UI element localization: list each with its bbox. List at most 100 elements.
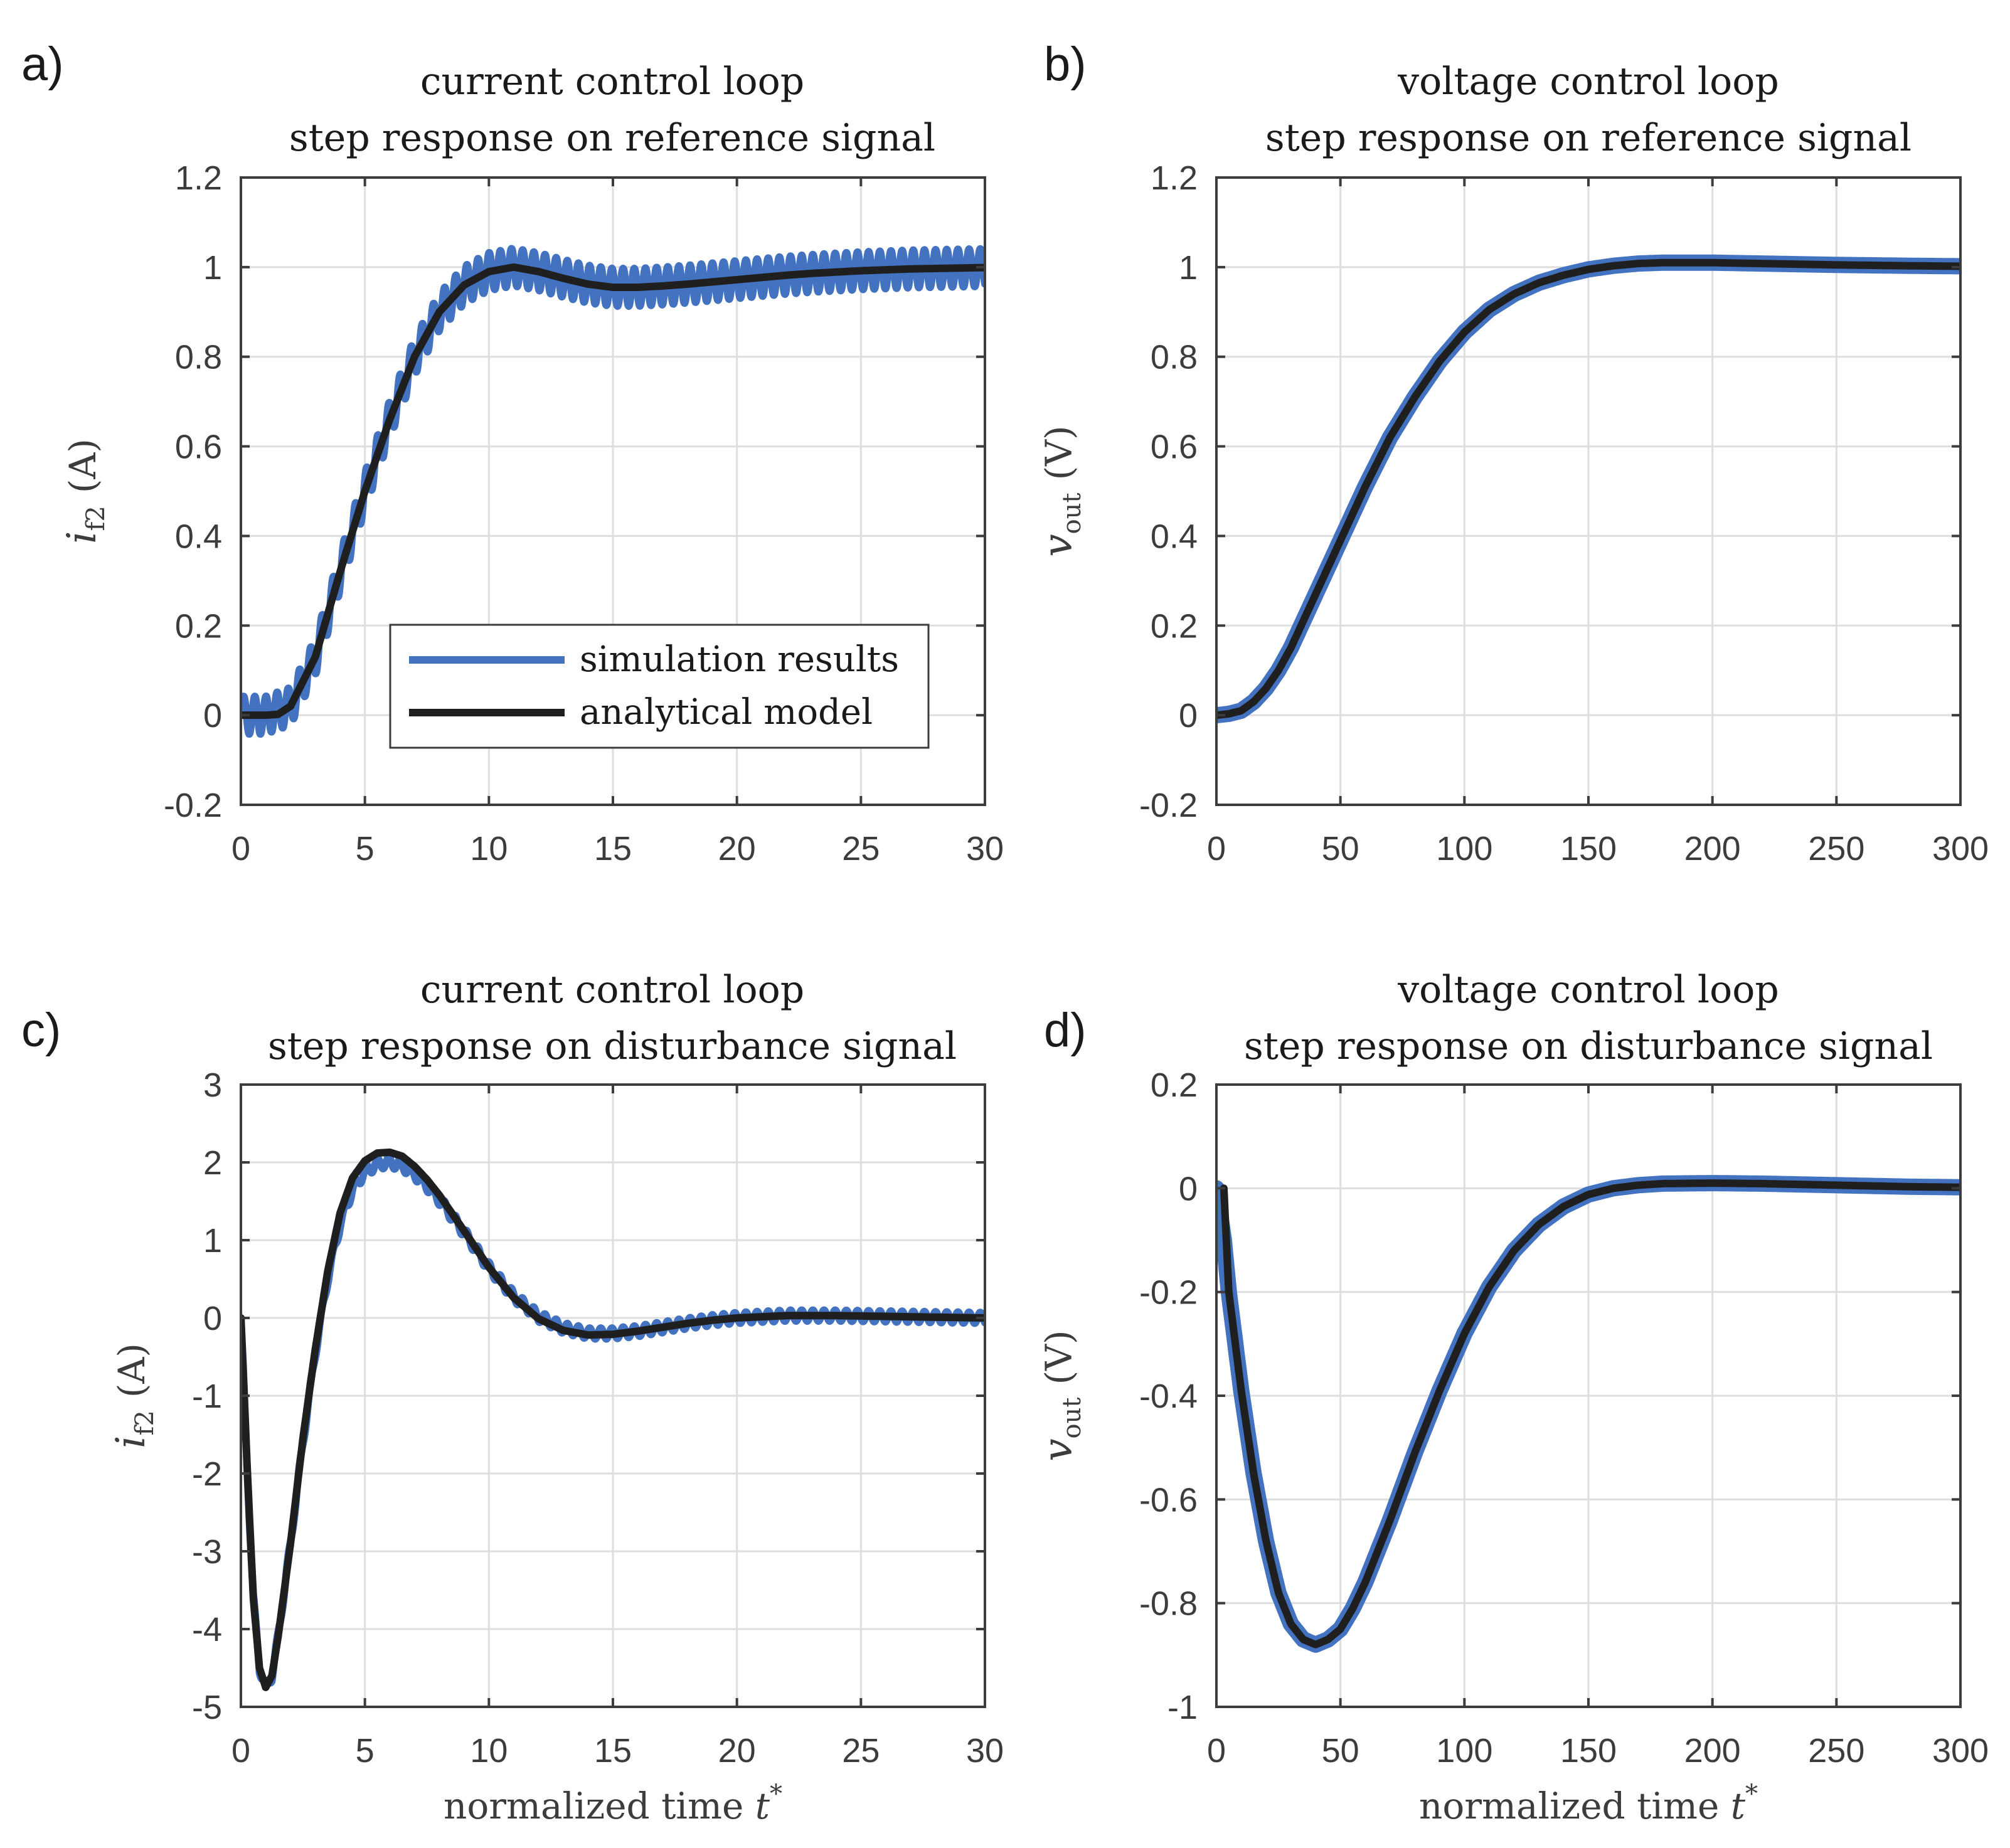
series-line-simulation <box>241 245 985 738</box>
panel-label: d) <box>1044 1004 1087 1057</box>
series-line-analytical <box>1216 258 1960 720</box>
y-tick-label: -0.8 <box>1139 1585 1198 1623</box>
chart-title-line-2: step response on reference signal <box>1265 116 1912 160</box>
x-tick-label: 30 <box>966 1732 1004 1770</box>
chart-title-line-1: current control loop <box>420 968 804 1012</box>
y-tick-label: 0.2 <box>175 607 222 645</box>
chart-title-line-1: voltage control loop <box>1397 968 1779 1012</box>
x-tick-label: 25 <box>842 830 880 868</box>
y-tick-label: 0.6 <box>1151 428 1198 466</box>
x-tick-label: 0 <box>231 1732 250 1770</box>
y-tick-label: 0.8 <box>1151 339 1198 376</box>
subplot-2: b) voltage control loop step response on r… <box>1035 38 1989 868</box>
y-tick-label: 2 <box>203 1144 222 1182</box>
x-tick-label: 5 <box>356 830 375 868</box>
y-tick-label: 0 <box>203 697 222 735</box>
chart-title-line-1: voltage control loop <box>1397 60 1779 104</box>
y-tick-label: -1 <box>192 1378 222 1415</box>
x-tick-label: 150 <box>1560 830 1617 868</box>
y-tick-label: 0.8 <box>175 339 222 376</box>
legend: simulation results analytical model <box>389 624 930 749</box>
y-tick-label: -0.2 <box>1139 787 1198 824</box>
subplot-3: c) current control loop step response on d… <box>21 968 1004 1827</box>
y-tick-label: 0.4 <box>175 518 222 555</box>
x-label-symbol: t <box>1731 1785 1746 1827</box>
x-tick-label: 15 <box>594 1732 632 1770</box>
y-tick-label: 1.2 <box>175 159 222 197</box>
subplot-4: d) voltage control loop step response on d… <box>1035 968 1989 1827</box>
y-tick-label: 1 <box>1179 249 1198 287</box>
x-tick-label: 200 <box>1684 830 1741 868</box>
x-axis-label: normalized time t* <box>444 1780 782 1827</box>
y-tick-label: 1 <box>203 1222 222 1260</box>
x-tick-label: 100 <box>1436 1732 1492 1770</box>
panel-label: c) <box>21 1004 61 1057</box>
x-tick-label: 25 <box>842 1732 880 1770</box>
y-axis-label: vout (V) <box>1035 425 1087 556</box>
series-line-analytical <box>241 263 985 720</box>
y-label-subscript: out <box>1058 1398 1087 1439</box>
y-tick-label: 1 <box>203 249 222 287</box>
y-tick-label: 0.2 <box>1151 1066 1198 1104</box>
chart-title-line-2: step response on disturbance signal <box>1244 1024 1933 1068</box>
x-tick-label: 250 <box>1808 830 1864 868</box>
x-tick-label: 30 <box>966 830 1004 868</box>
x-tick-label: 50 <box>1322 1732 1359 1770</box>
x-tick-label: 200 <box>1684 1732 1741 1770</box>
x-label-symbol: t <box>755 1785 770 1827</box>
y-tick-label: -4 <box>192 1611 222 1649</box>
y-tick-label: -0.2 <box>1139 1274 1198 1312</box>
y-label-symbol: i <box>59 531 105 543</box>
series-line-analytical <box>241 1148 985 1691</box>
panel-label: a) <box>21 38 64 91</box>
y-tick-label: -5 <box>192 1689 222 1726</box>
x-tick-label: 300 <box>1932 1732 1989 1770</box>
y-tick-label: -3 <box>192 1533 222 1571</box>
panel-label: b) <box>1044 38 1087 91</box>
x-label-text: normalized time <box>444 1785 755 1827</box>
x-axis-label: normalized time t* <box>1419 1780 1758 1827</box>
x-tick-label: 10 <box>470 1732 508 1770</box>
x-tick-label: 20 <box>718 1732 756 1770</box>
y-tick-label: 0.6 <box>175 428 222 466</box>
x-tick-label: 0 <box>1207 1732 1226 1770</box>
y-tick-label: -1 <box>1167 1689 1198 1726</box>
y-tick-label: 0.4 <box>1151 518 1198 555</box>
x-tick-label: 10 <box>470 830 508 868</box>
y-label-symbol: v <box>1035 534 1082 556</box>
x-tick-label: 20 <box>718 830 756 868</box>
x-tick-label: 0 <box>1207 830 1226 868</box>
y-tick-label: -0.4 <box>1139 1378 1198 1415</box>
x-tick-label: 15 <box>594 830 632 868</box>
y-label-subscript: f2 <box>130 1410 159 1435</box>
y-label-symbol: v <box>1035 1438 1082 1461</box>
y-tick-label: 3 <box>203 1066 222 1104</box>
y-tick-label: 0 <box>1179 697 1198 735</box>
x-label-superscript: * <box>1745 1780 1758 1808</box>
y-tick-label: -0.2 <box>164 787 222 824</box>
y-axis-label: if2 (A) <box>59 438 110 544</box>
subplot-1: a) current control loop step response on r… <box>21 38 1004 868</box>
y-label-unit: (V) <box>1038 425 1080 480</box>
legend-box <box>389 624 930 749</box>
x-tick-label: 100 <box>1436 830 1492 868</box>
x-tick-label: 5 <box>356 1732 375 1770</box>
x-label-superscript: * <box>770 1780 782 1808</box>
y-tick-label: 1.2 <box>1151 159 1198 197</box>
chart-title-line-2: step response on disturbance signal <box>268 1024 957 1068</box>
x-tick-label: 50 <box>1322 830 1359 868</box>
y-label-unit: (A) <box>110 1343 153 1398</box>
y-tick-label: -2 <box>192 1455 222 1493</box>
x-tick-label: 0 <box>231 830 250 868</box>
x-tick-label: 250 <box>1808 1732 1864 1770</box>
x-tick-label: 300 <box>1932 830 1989 868</box>
chart-title-line-2: step response on reference signal <box>289 116 935 160</box>
x-tick-label: 150 <box>1560 1732 1617 1770</box>
y-axis-label: if2 (A) <box>108 1343 159 1448</box>
y-tick-label: 0 <box>203 1300 222 1337</box>
y-label-subscript: out <box>1058 493 1087 534</box>
y-axis-label: vout (V) <box>1035 1330 1087 1461</box>
legend-entry-label: simulation results <box>580 639 899 680</box>
series-line-analytical <box>1220 1179 1960 1649</box>
